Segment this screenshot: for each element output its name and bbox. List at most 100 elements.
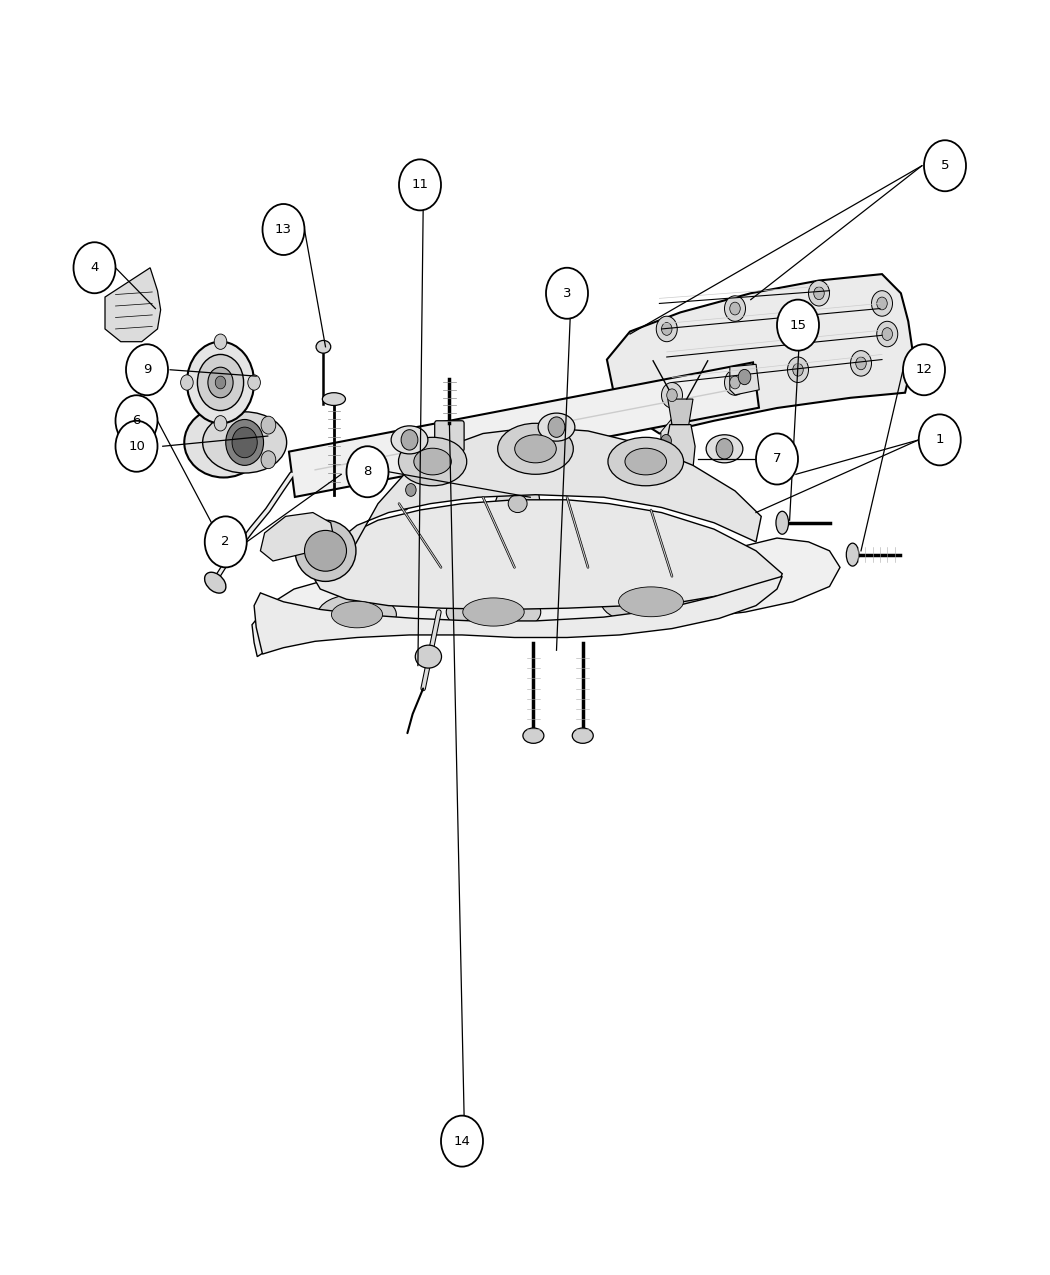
Text: 13: 13 [275,223,292,236]
Circle shape [187,342,254,423]
Circle shape [232,427,257,458]
Ellipse shape [463,598,524,626]
Circle shape [214,334,227,349]
Ellipse shape [514,435,556,463]
Circle shape [261,416,276,434]
Ellipse shape [446,590,541,634]
Ellipse shape [316,340,331,353]
Circle shape [872,291,892,316]
Polygon shape [666,425,695,484]
Text: 1: 1 [936,434,944,446]
Ellipse shape [508,495,527,513]
Ellipse shape [538,413,575,441]
Circle shape [205,516,247,567]
Ellipse shape [322,393,345,405]
Circle shape [214,416,227,431]
Circle shape [208,367,233,398]
Circle shape [756,434,798,484]
Circle shape [656,316,677,342]
Circle shape [903,344,945,395]
Circle shape [248,375,260,390]
Polygon shape [660,419,671,462]
Ellipse shape [572,728,593,743]
Circle shape [226,419,264,465]
Text: 8: 8 [363,465,372,478]
Circle shape [730,302,740,315]
Polygon shape [315,500,782,609]
Polygon shape [260,513,334,561]
Ellipse shape [523,728,544,743]
Ellipse shape [776,511,789,534]
Circle shape [181,375,193,390]
Ellipse shape [332,602,382,627]
Circle shape [215,376,226,389]
Circle shape [399,159,441,210]
Text: 4: 4 [90,261,99,274]
FancyBboxPatch shape [435,421,464,451]
Polygon shape [252,538,840,657]
Ellipse shape [618,586,684,617]
Ellipse shape [295,520,356,581]
Circle shape [850,351,871,376]
Circle shape [126,344,168,395]
Ellipse shape [317,594,397,635]
Circle shape [808,280,830,306]
Circle shape [924,140,966,191]
Ellipse shape [414,449,452,474]
Circle shape [667,389,677,402]
Ellipse shape [706,435,743,463]
Polygon shape [730,365,759,395]
Circle shape [197,354,244,411]
Circle shape [346,446,388,497]
Circle shape [777,300,819,351]
Text: 12: 12 [916,363,932,376]
Circle shape [730,376,740,389]
Ellipse shape [601,579,701,625]
Circle shape [724,370,746,395]
Circle shape [877,321,898,347]
Polygon shape [607,274,914,434]
Circle shape [116,421,158,472]
Ellipse shape [205,572,226,593]
Ellipse shape [498,423,573,474]
Circle shape [919,414,961,465]
Polygon shape [668,399,693,425]
Ellipse shape [398,437,466,486]
Ellipse shape [846,543,859,566]
Circle shape [738,370,751,385]
Polygon shape [254,576,782,654]
Circle shape [662,382,682,408]
Circle shape [814,287,824,300]
Circle shape [716,439,733,459]
Circle shape [545,456,555,469]
Text: 14: 14 [454,1135,470,1148]
Circle shape [116,395,158,446]
Circle shape [788,357,808,382]
Ellipse shape [185,408,262,477]
Circle shape [724,296,746,321]
Circle shape [441,1116,483,1167]
Text: 15: 15 [790,319,806,332]
Text: 7: 7 [773,453,781,465]
Circle shape [660,435,671,448]
Text: 9: 9 [143,363,151,376]
Ellipse shape [203,412,287,473]
Polygon shape [496,478,541,524]
Circle shape [401,430,418,450]
Text: 5: 5 [941,159,949,172]
Polygon shape [105,268,161,342]
Text: 6: 6 [132,414,141,427]
Ellipse shape [415,645,442,668]
Polygon shape [405,468,416,510]
Ellipse shape [391,426,428,454]
Text: 10: 10 [128,440,145,453]
Circle shape [74,242,116,293]
Polygon shape [289,362,759,497]
Text: 3: 3 [563,287,571,300]
Text: 2: 2 [222,536,230,548]
Circle shape [793,363,803,376]
Circle shape [877,297,887,310]
Circle shape [262,204,304,255]
Circle shape [548,417,565,437]
Circle shape [261,451,276,469]
